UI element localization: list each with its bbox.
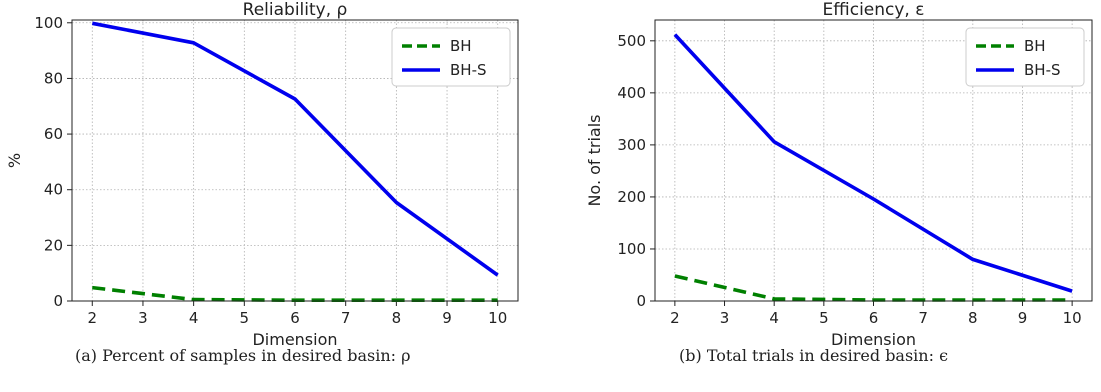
plot-frame [71, 19, 519, 302]
x-tick-label: 3 [720, 309, 730, 327]
chart-title: Efficiency, ε [823, 0, 925, 20]
y-axis-label: % [5, 153, 24, 168]
caption-b: (b) Total trials in desired basin: ϵ [679, 346, 949, 365]
x-tick-label: 5 [240, 309, 250, 327]
x-tick-label: 9 [1018, 309, 1028, 327]
x-tick-label: 6 [869, 309, 879, 327]
x-tick-label: 6 [290, 309, 300, 327]
y-tick-label: 100 [617, 240, 646, 258]
x-tick-label: 2 [670, 309, 680, 327]
x-axis-label: Dimension [252, 330, 337, 349]
y-tick-label: 200 [617, 188, 646, 206]
legend-label-bh: BH [450, 37, 472, 55]
x-tick-label: 10 [488, 309, 507, 327]
x-tick-label: 4 [769, 309, 779, 327]
chart-title: Reliability, ρ [243, 0, 348, 20]
y-tick-label: 60 [44, 125, 63, 143]
series-line-bh-s [91, 21, 499, 277]
y-tick-label: 40 [44, 181, 63, 199]
legend-label-bh: BH [1024, 37, 1046, 55]
series-line-bh [674, 274, 1073, 302]
x-axis-label: Dimension [831, 330, 916, 349]
x-tick-label: 7 [341, 309, 351, 327]
x-tick-label: 7 [918, 309, 928, 327]
y-tick-label: 300 [617, 136, 646, 154]
y-tick-label: 500 [617, 32, 646, 50]
x-tick-label: 10 [1063, 309, 1082, 327]
y-tick-label: 100 [34, 14, 63, 32]
plot-frame [654, 19, 1093, 302]
legend-label-bh-s: BH-S [450, 61, 487, 79]
y-tick-label: 80 [44, 69, 63, 87]
x-tick-label: 3 [138, 309, 148, 327]
x-tick-label: 5 [819, 309, 829, 327]
x-tick-label: 2 [87, 309, 97, 327]
y-tick-label: 0 [53, 292, 63, 310]
series-line-bh [92, 285, 498, 303]
caption-a: (a) Percent of samples in desired basin:… [75, 346, 411, 365]
y-tick-label: 0 [636, 292, 646, 310]
x-tick-label: 8 [968, 309, 978, 327]
y-tick-label: 400 [617, 84, 646, 102]
series-line-bh-s [673, 33, 1073, 293]
legend-label-bh-s: BH-S [1024, 61, 1061, 79]
x-tick-label: 4 [189, 309, 199, 327]
x-tick-label: 9 [442, 309, 452, 327]
x-tick-label: 8 [392, 309, 402, 327]
y-tick-label: 20 [44, 236, 63, 254]
y-axis-label: No. of trials [585, 114, 604, 206]
